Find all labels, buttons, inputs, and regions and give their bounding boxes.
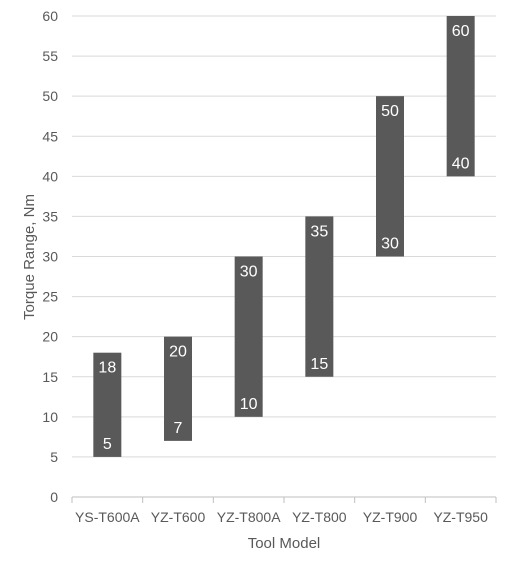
range-bar-yz-t900: [376, 96, 404, 257]
y-tick-label: 15: [42, 369, 58, 385]
y-tick-label: 45: [42, 128, 58, 144]
x-axis-title: Tool Model: [248, 535, 321, 552]
x-tick-label: YZ-T900: [363, 509, 418, 525]
y-tick-label: 10: [42, 409, 58, 425]
bar-min-label: 40: [452, 155, 470, 172]
y-tick-label: 55: [42, 48, 58, 64]
bar-max-label: 18: [98, 360, 116, 377]
y-tick-label: 40: [42, 168, 58, 184]
x-tick-label: YS-T600A: [75, 509, 140, 525]
y-tick-label: 25: [42, 289, 58, 305]
y-tick-label: 30: [42, 249, 58, 265]
bar-min-label: 5: [103, 436, 112, 453]
y-tick-label: 20: [42, 329, 58, 345]
bars: 18 5 20 7 30 10 35 15 50 30 60 40: [93, 16, 475, 457]
range-bar-yz-t800: [305, 216, 334, 377]
range-bar-ys-t600a: [93, 352, 122, 457]
y-tick-label: 35: [42, 208, 58, 224]
y-tick-label: 0: [50, 489, 58, 505]
y-tick-label: 50: [42, 88, 58, 104]
x-tick-label: YZ-T800A: [217, 509, 281, 525]
bar-max-label: 20: [169, 344, 187, 361]
y-axis-ticks: 0 5 10 15 20 25 30 35 40 45 50 55 60: [42, 8, 58, 505]
bar-max-label: 30: [240, 264, 258, 281]
range-bar-yz-t800a: [234, 256, 263, 417]
y-tick-label: 60: [42, 8, 58, 24]
y-tick-label: 5: [50, 449, 58, 465]
x-tick-label: YZ-T800: [292, 509, 347, 525]
bar-min-label: 15: [310, 356, 328, 373]
x-axis-ticks: YS-T600A YZ-T600 YZ-T800A YZ-T800 YZ-T900 YZ-…: [75, 509, 488, 525]
bar-max-label: 60: [452, 23, 470, 40]
x-tick-label: YZ-T600: [151, 509, 206, 525]
x-tick-label: YZ-T950: [433, 509, 488, 525]
bar-max-label: 35: [310, 223, 328, 240]
range-bar-yz-t600: [164, 336, 192, 441]
range-bar-yz-t950: [446, 16, 475, 177]
bar-min-label: 7: [174, 420, 183, 437]
bar-max-label: 50: [381, 103, 399, 120]
bar-min-label: 30: [381, 236, 399, 253]
bar-min-label: 10: [240, 396, 258, 413]
y-axis-title: Torque Range, Nm: [21, 194, 38, 320]
gridlines: [71, 15, 497, 503]
